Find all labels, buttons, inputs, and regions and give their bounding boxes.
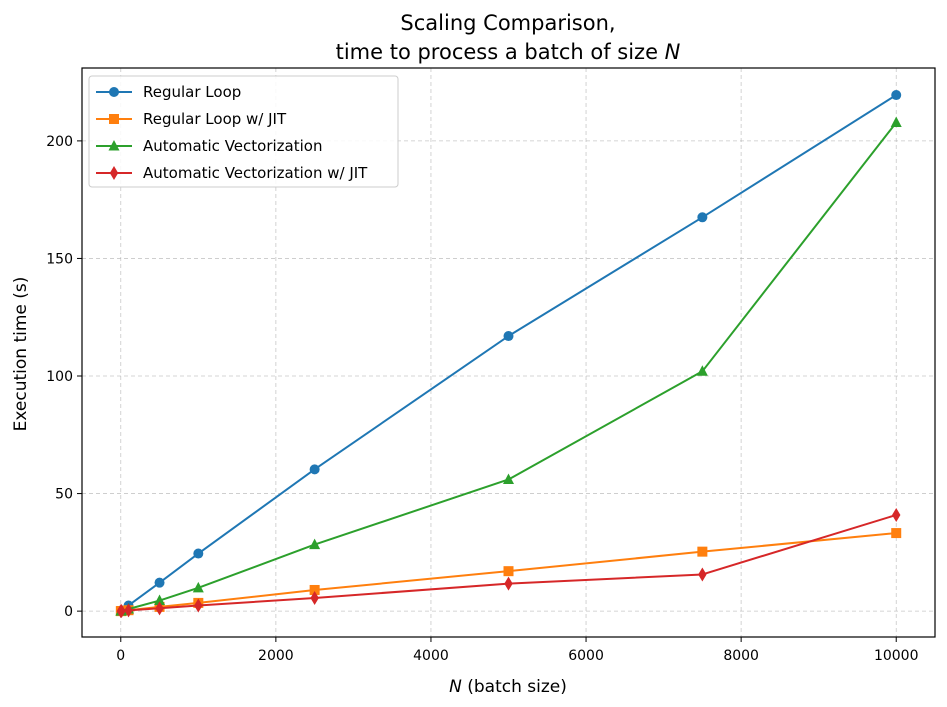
legend-marker [109,114,119,124]
data-point [309,464,320,475]
data-point [155,601,164,616]
data-point [192,581,204,593]
y-tick-label: 150 [46,251,73,267]
legend: Regular Loop Regular Loop w/ JIT Automatic… [88,75,399,188]
legend-marker [109,166,119,180]
data-point [309,584,320,595]
data-point [891,528,902,539]
x-axis-label-text: (batch size) [462,677,567,697]
grid [82,68,935,637]
data-point [891,90,902,101]
y-tick-label: 0 [64,604,73,620]
data-point [697,546,708,557]
legend-marker [109,87,119,97]
legend-label: Regular Loop [143,83,241,101]
data-point [310,590,319,605]
series-line [120,121,898,613]
data-point [193,548,204,559]
x-axis-label: N (batch size) [449,677,567,697]
data-point [696,365,708,376]
data-point [154,577,165,588]
data-point [194,598,203,613]
axis-ticks: 0 2000 4000 6000 8000 10000 0 50 100 150 200 [46,134,918,664]
x-tick-label: 2000 [258,648,294,664]
legend-marker [108,140,120,151]
series-triangle [115,116,902,616]
chart-title-line-1: Scaling Comparison, [400,11,615,35]
x-tick-label: 8000 [723,648,759,664]
plot-frame [81,67,936,638]
data-point [697,212,708,223]
x-tick-label: 10000 [874,648,919,664]
y-tick-label: 50 [55,487,73,503]
chart-title-line-2-text: time to process a batch of size [336,40,665,64]
data-point [117,604,126,619]
legend-label: Automatic Vectorization [143,137,322,155]
data-point [698,567,707,582]
y-axis-label: Execution time (s) [11,277,31,432]
data-point [503,566,514,577]
series-line [120,514,897,613]
legend-label: Regular Loop w/ JIT [143,110,287,128]
legend-label: Automatic Vectorization w/ JIT [143,164,368,182]
chart-title-line-2-var: N [665,40,681,64]
data-point [309,538,321,550]
data-point [503,331,514,342]
data-point [124,603,133,618]
data-point [892,507,901,522]
data-point [503,473,514,484]
x-tick-label: 0 [116,648,125,664]
x-axis-label-var: N [449,677,462,697]
series-diamond [116,507,901,619]
data-point [154,594,166,606]
x-tick-label: 6000 [568,648,604,664]
x-tick-label: 4000 [413,648,449,664]
y-tick-label: 100 [46,369,73,385]
chart-title-line-2: time to process a batch of size N [336,40,681,64]
series-layer [115,90,902,619]
data-point [890,116,902,128]
data-point [504,576,513,591]
legend-box [88,75,399,188]
y-tick-label: 200 [46,134,73,150]
